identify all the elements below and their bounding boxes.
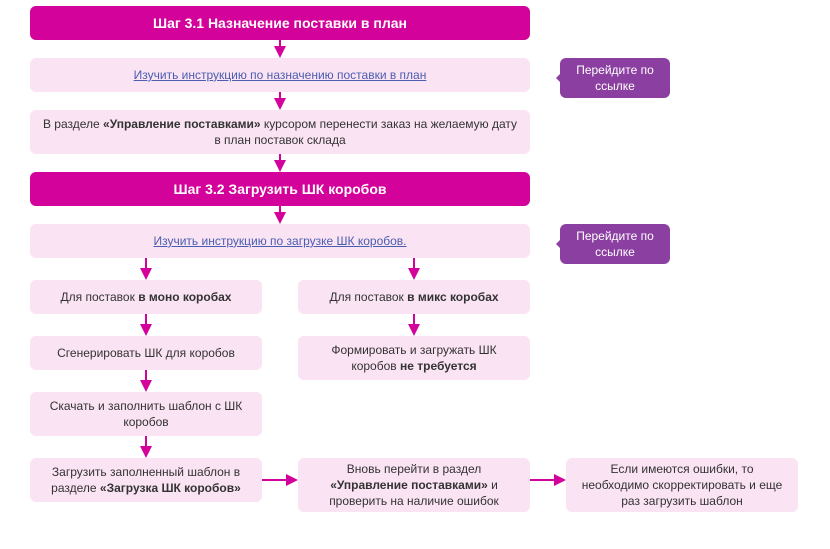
mix-box-text: Для поставок в микс коробах — [329, 289, 498, 305]
download-template-text: Скачать и заполнить шаблон с ШК коробов — [40, 398, 252, 430]
not-required-box: Формировать и загружать ШК коробов не тр… — [298, 336, 530, 380]
mix-box-branch: Для поставок в микс коробах — [298, 280, 530, 314]
generate-sk-text: Сгенерировать ШК для коробов — [57, 345, 235, 361]
upload-template-text: Загрузить заполненный шаблон в разделе «… — [40, 464, 252, 496]
upload-template-box: Загрузить заполненный шаблон в разделе «… — [30, 458, 262, 502]
step-3-2-header: Шаг 3.2 Загрузить ШК коробов — [30, 172, 530, 206]
not-required-text: Формировать и загружать ШК коробов не тр… — [308, 342, 520, 374]
download-template-box: Скачать и заполнить шаблон с ШК коробов — [30, 392, 262, 436]
instruction-link-1-box: Изучить инструкцию по назначению поставк… — [30, 58, 530, 92]
check-errors-box: Вновь перейти в раздел «Управление поста… — [298, 458, 530, 512]
callout-1-text: Перейдите по ссылке — [570, 62, 660, 94]
callout-follow-link-1: Перейдите по ссылке — [560, 58, 670, 98]
callout-follow-link-2: Перейдите по ссылке — [560, 224, 670, 264]
mono-box-text: Для поставок в моно коробах — [61, 289, 232, 305]
generate-sk-box: Сгенерировать ШК для коробов — [30, 336, 262, 370]
step-3-2-title: Шаг 3.2 Загрузить ШК коробов — [174, 180, 387, 199]
fix-errors-text: Если имеются ошибки, то необходимо скорр… — [576, 461, 788, 510]
manage-supplies-instruction: В разделе «Управление поставками» курсор… — [30, 110, 530, 154]
step-3-1-header: Шаг 3.1 Назначение поставки в план — [30, 6, 530, 40]
fix-errors-box: Если имеются ошибки, то необходимо скорр… — [566, 458, 798, 512]
mono-box-branch: Для поставок в моно коробах — [30, 280, 262, 314]
check-errors-text: Вновь перейти в раздел «Управление поста… — [308, 461, 520, 510]
manage-supplies-text: В разделе «Управление поставками» курсор… — [40, 116, 520, 148]
instruction-link-2[interactable]: Изучить инструкцию по загрузке ШК коробо… — [153, 233, 406, 249]
instruction-link-1[interactable]: Изучить инструкцию по назначению поставк… — [134, 67, 427, 83]
step-3-1-title: Шаг 3.1 Назначение поставки в план — [153, 14, 407, 33]
instruction-link-2-box: Изучить инструкцию по загрузке ШК коробо… — [30, 224, 530, 258]
callout-2-text: Перейдите по ссылке — [570, 228, 660, 260]
